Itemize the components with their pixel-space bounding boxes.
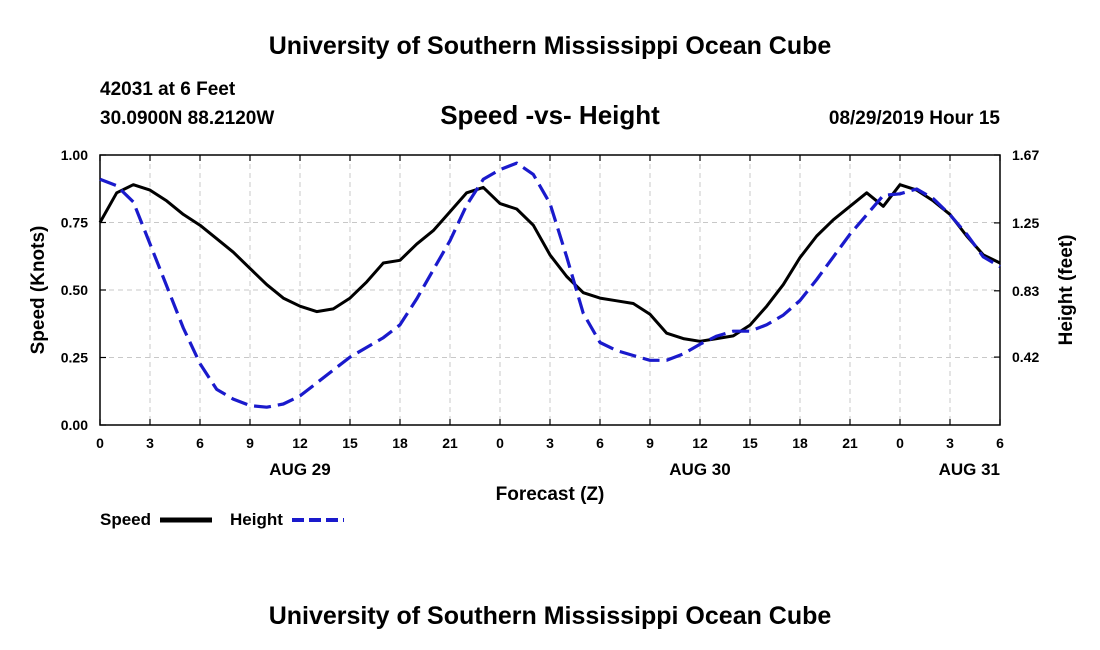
grid-lines <box>100 155 1000 425</box>
y2-axis-label: Height (feet) <box>1056 235 1077 346</box>
y-tick-label: 0.50 <box>61 282 88 298</box>
footer-title: University of Southern Mississippi Ocean… <box>269 602 832 630</box>
x-tick-label: 0 <box>896 435 904 451</box>
y-tick-label: 0.25 <box>61 350 88 366</box>
y2-tick-label: 1.67 <box>1012 147 1039 163</box>
legend-speed-label: Speed <box>100 510 151 529</box>
x-tick-label: 6 <box>996 435 1004 451</box>
y-tick-label: 0.75 <box>61 215 88 231</box>
y-axis-label: Speed (Knots) <box>28 226 49 355</box>
date-label: AUG 30 <box>669 460 730 479</box>
legend: Speed Height <box>100 510 344 529</box>
chart-header-title: University of Southern Mississippi Ocean… <box>269 32 832 60</box>
y2-tick-label: 0.83 <box>1012 283 1039 299</box>
x-tick-label: 3 <box>146 435 154 451</box>
forecast-timestamp: 08/29/2019 Hour 15 <box>829 108 1001 129</box>
x-tick-label: 18 <box>792 435 808 451</box>
x-tick-label: 3 <box>946 435 954 451</box>
x-tick-label: 6 <box>596 435 604 451</box>
x-tick-label: 21 <box>442 435 458 451</box>
x-tick-label: 18 <box>392 435 408 451</box>
series-line-height <box>99 161 1001 409</box>
x-tick-label: 0 <box>96 435 104 451</box>
y2-tick-label: 0.42 <box>1012 349 1039 365</box>
x-tick-label: 12 <box>292 435 308 451</box>
series-lines <box>98 161 1001 409</box>
chart-title: Speed -vs- Height <box>440 100 660 130</box>
x-tick-label: 6 <box>196 435 204 451</box>
x-tick-label: 12 <box>692 435 708 451</box>
x-axis-label: Forecast (Z) <box>496 484 605 505</box>
x-tick-label: 0 <box>496 435 504 451</box>
x-tick-label: 3 <box>546 435 554 451</box>
x-tick-label: 15 <box>342 435 358 451</box>
station-label: 42031 at 6 Feet <box>100 79 236 100</box>
y-tick-label: 1.00 <box>61 147 88 163</box>
x-tick-label: 15 <box>742 435 758 451</box>
series-line-speed <box>98 183 1001 343</box>
y2-tick-label: 1.25 <box>1012 215 1039 231</box>
axes: 0 3 6 9 12 15 18 21 0 3 6 9 12 15 18 21 0 3 6 AUG 29 AUG 30 A… <box>61 147 1040 479</box>
x-tick-label: 21 <box>842 435 858 451</box>
x-tick-label: 9 <box>646 435 654 451</box>
x-tick-label: 9 <box>246 435 254 451</box>
legend-height-label: Height <box>230 510 283 529</box>
y-tick-label: 0.00 <box>61 417 88 433</box>
station-coords: 30.0900N 88.2120W <box>100 108 274 129</box>
date-label: AUG 31 <box>939 460 1000 479</box>
date-label: AUG 29 <box>269 460 330 479</box>
